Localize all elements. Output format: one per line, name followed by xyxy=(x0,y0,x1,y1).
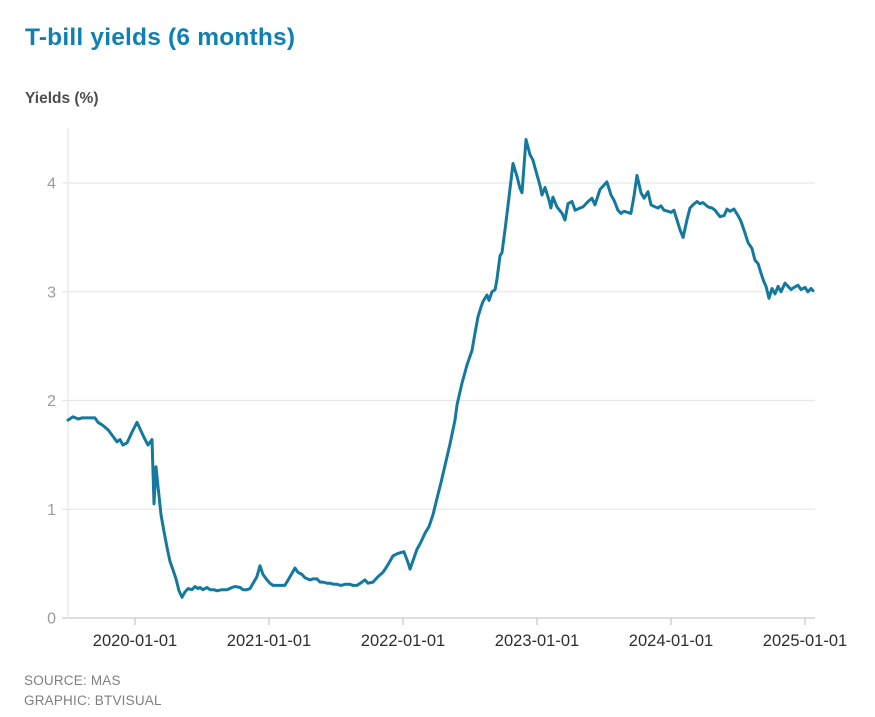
y-tick-label: 3 xyxy=(47,284,56,301)
y-tick-label: 4 xyxy=(47,176,56,193)
graphic-credit: GRAPHIC: BTVISUAL xyxy=(24,693,162,708)
y-tick-label: 2 xyxy=(47,393,56,410)
x-tick-label: 2021-01-01 xyxy=(227,632,311,650)
x-tick-label: 2025-01-01 xyxy=(763,632,847,650)
x-tick-label: 2023-01-01 xyxy=(495,632,579,650)
x-tick-label: 2022-01-01 xyxy=(361,632,445,650)
x-tick-label: 2024-01-01 xyxy=(629,632,713,650)
line-chart: 0 1 2 3 4 2020-01-01 2021-01-01 2022-01-01 2023-… xyxy=(47,128,847,650)
source-credit: SOURCE: MAS xyxy=(24,673,121,688)
y-tick-label: 1 xyxy=(47,502,56,519)
yield-line xyxy=(66,138,815,599)
y-tick-label: 0 xyxy=(47,611,56,628)
chart-footer: SOURCE: MAS GRAPHIC: BTVISUAL xyxy=(24,671,162,711)
chart-title: T-bill yields (6 months) xyxy=(25,24,296,51)
x-tick-label: 2020-01-01 xyxy=(93,632,177,650)
y-axis-title: Yields (%) xyxy=(25,90,99,107)
